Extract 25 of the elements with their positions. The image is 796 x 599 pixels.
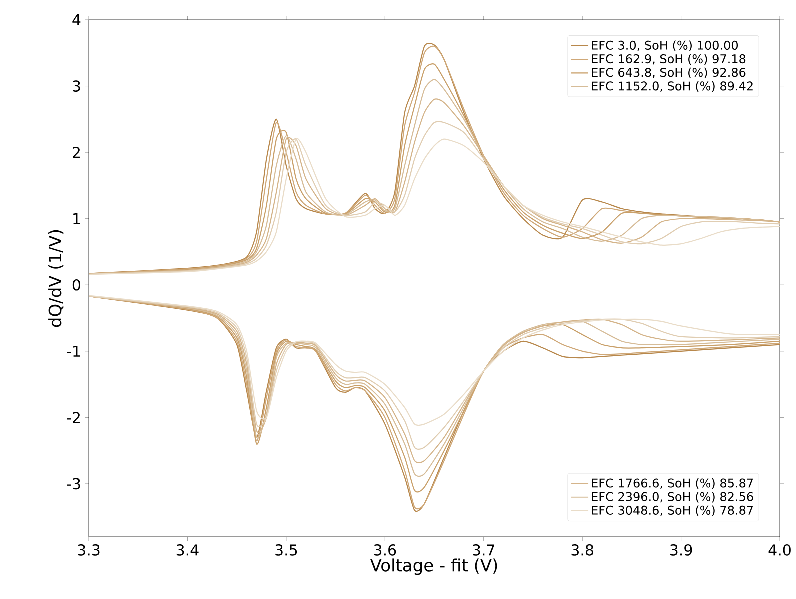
x-tick-label: 4.0 xyxy=(768,544,791,556)
x-tick-label: 3.8 xyxy=(572,544,594,556)
legend-label: EFC 3.0, SoH (%) 100.00 xyxy=(592,40,738,52)
y-tick-label: 1 xyxy=(74,213,80,224)
legend-label: EFC 643.8, SoH (%) 92.86 xyxy=(592,68,746,79)
y-axis-title: dQ/dV (1/V) xyxy=(48,230,64,328)
y-tick-label: 3 xyxy=(73,80,80,92)
x-axis-title: Voltage - fit (V) xyxy=(370,558,498,576)
x-tick-label: 3.4 xyxy=(176,544,199,556)
y-tick-label: 0 xyxy=(72,279,80,291)
x-tick-label: 3.9 xyxy=(670,544,692,556)
x-tick-label: 3.6 xyxy=(374,544,396,556)
y-tick-label: 4 xyxy=(72,14,81,26)
x-tick-label: 3.3 xyxy=(78,544,100,556)
y-tick-label: 2 xyxy=(73,146,80,158)
legend-label: EFC 1766.6, SoH (%) 85.87 xyxy=(592,478,754,490)
y-tick-label: -3 xyxy=(67,478,80,490)
x-tick-label: 3.5 xyxy=(276,544,298,556)
legend-label: EFC 162.9, SoH (%) 97.18 xyxy=(592,54,746,65)
legend-label: EFC 1152.0, SoH (%) 89.42 xyxy=(592,81,753,92)
legend-label: EFC 3048.6, SoH (%) 78.87 xyxy=(592,506,754,516)
y-tick-label: -2 xyxy=(67,412,80,424)
y-tick-label: -1 xyxy=(67,346,80,357)
x-tick-label: 3.7 xyxy=(473,544,495,556)
legend-label: EFC 2396.0, SoH (%) 82.56 xyxy=(592,492,754,503)
